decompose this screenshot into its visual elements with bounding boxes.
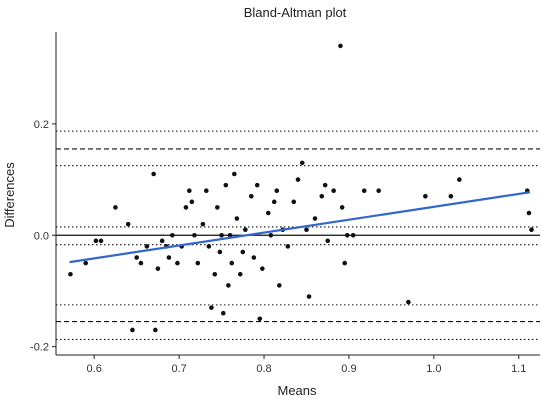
data-point bbox=[260, 266, 265, 271]
data-point bbox=[219, 232, 224, 238]
data-point bbox=[295, 177, 301, 182]
data-point bbox=[195, 260, 201, 266]
data-point bbox=[189, 199, 195, 205]
data-point bbox=[212, 271, 218, 277]
data-point bbox=[153, 327, 158, 333]
data-point bbox=[268, 232, 274, 238]
data-point bbox=[175, 260, 180, 266]
data-point bbox=[312, 216, 318, 221]
data-point bbox=[526, 210, 532, 216]
data-point bbox=[406, 299, 411, 305]
data-point bbox=[155, 266, 161, 271]
data-point bbox=[423, 193, 428, 199]
data-point bbox=[98, 238, 104, 244]
data-point bbox=[342, 260, 348, 266]
y-tick-label: -0.2 bbox=[30, 342, 49, 354]
data-point bbox=[285, 244, 291, 249]
data-point bbox=[227, 232, 233, 238]
x-tick-label: 0.8 bbox=[256, 363, 271, 375]
y-axis-title: Differences bbox=[2, 162, 17, 228]
data-point bbox=[170, 232, 175, 238]
data-point bbox=[83, 260, 89, 266]
data-point bbox=[277, 283, 282, 288]
x-tick-label: 0.9 bbox=[341, 363, 356, 375]
y-tick-label: 0.0 bbox=[34, 230, 49, 242]
data-point bbox=[151, 171, 156, 177]
data-point bbox=[200, 221, 206, 227]
data-point bbox=[338, 43, 343, 49]
data-point bbox=[350, 232, 356, 238]
data-point bbox=[257, 316, 263, 322]
data-point bbox=[113, 205, 118, 210]
regression-line bbox=[69, 191, 531, 264]
data-point bbox=[319, 193, 325, 199]
data-point bbox=[229, 260, 235, 266]
y-tick-label: 0.2 bbox=[34, 119, 49, 131]
data-point bbox=[134, 255, 139, 260]
data-point bbox=[457, 177, 462, 182]
data-point bbox=[183, 205, 189, 210]
reference-lines bbox=[56, 130, 540, 340]
x-tick-label: 1.0 bbox=[426, 363, 441, 375]
data-point bbox=[248, 193, 254, 199]
data-point bbox=[144, 244, 150, 249]
data-points bbox=[68, 43, 534, 333]
x-tick-label: 1.1 bbox=[511, 363, 526, 375]
data-point bbox=[223, 182, 229, 188]
data-point bbox=[217, 249, 223, 255]
data-point bbox=[187, 188, 192, 194]
data-point bbox=[344, 232, 350, 238]
data-point bbox=[448, 193, 454, 199]
data-point bbox=[265, 210, 271, 216]
data-point bbox=[339, 205, 345, 210]
chart-title: Bland-Altman plot bbox=[244, 5, 347, 20]
data-point bbox=[125, 221, 131, 227]
data-point bbox=[254, 182, 260, 188]
data-point bbox=[299, 160, 305, 166]
x-tick-label: 0.7 bbox=[171, 363, 186, 375]
data-point bbox=[206, 244, 212, 249]
data-point bbox=[232, 171, 237, 177]
data-point bbox=[271, 199, 277, 205]
data-point bbox=[304, 227, 309, 232]
x-tick-label: 0.6 bbox=[87, 363, 102, 375]
data-point bbox=[325, 238, 331, 244]
data-point bbox=[529, 227, 534, 232]
data-point bbox=[220, 310, 226, 316]
data-point bbox=[130, 327, 135, 333]
data-point bbox=[138, 260, 144, 266]
data-point bbox=[192, 232, 197, 238]
data-point bbox=[274, 188, 280, 194]
data-point bbox=[361, 188, 367, 194]
data-point bbox=[322, 182, 328, 188]
axis-ticks: 0.6 0.7 0.8 0.9 1.0 1.1 -0.2 0.0 0.2 bbox=[30, 119, 526, 375]
data-point bbox=[237, 271, 243, 277]
data-point bbox=[209, 305, 214, 310]
data-point bbox=[306, 294, 312, 299]
data-point bbox=[331, 188, 336, 194]
data-point bbox=[291, 199, 297, 205]
data-point bbox=[166, 255, 172, 260]
data-point bbox=[376, 188, 381, 194]
regression-line-group bbox=[69, 191, 531, 264]
data-point bbox=[251, 255, 257, 260]
data-point bbox=[93, 238, 99, 244]
data-point bbox=[159, 238, 165, 244]
x-axis-title: Means bbox=[277, 383, 317, 398]
data-point bbox=[215, 205, 220, 210]
data-point bbox=[68, 271, 73, 277]
data-point bbox=[240, 249, 246, 255]
data-point bbox=[226, 283, 231, 288]
data-point bbox=[203, 188, 209, 194]
data-point bbox=[234, 216, 240, 221]
data-point bbox=[243, 227, 248, 232]
